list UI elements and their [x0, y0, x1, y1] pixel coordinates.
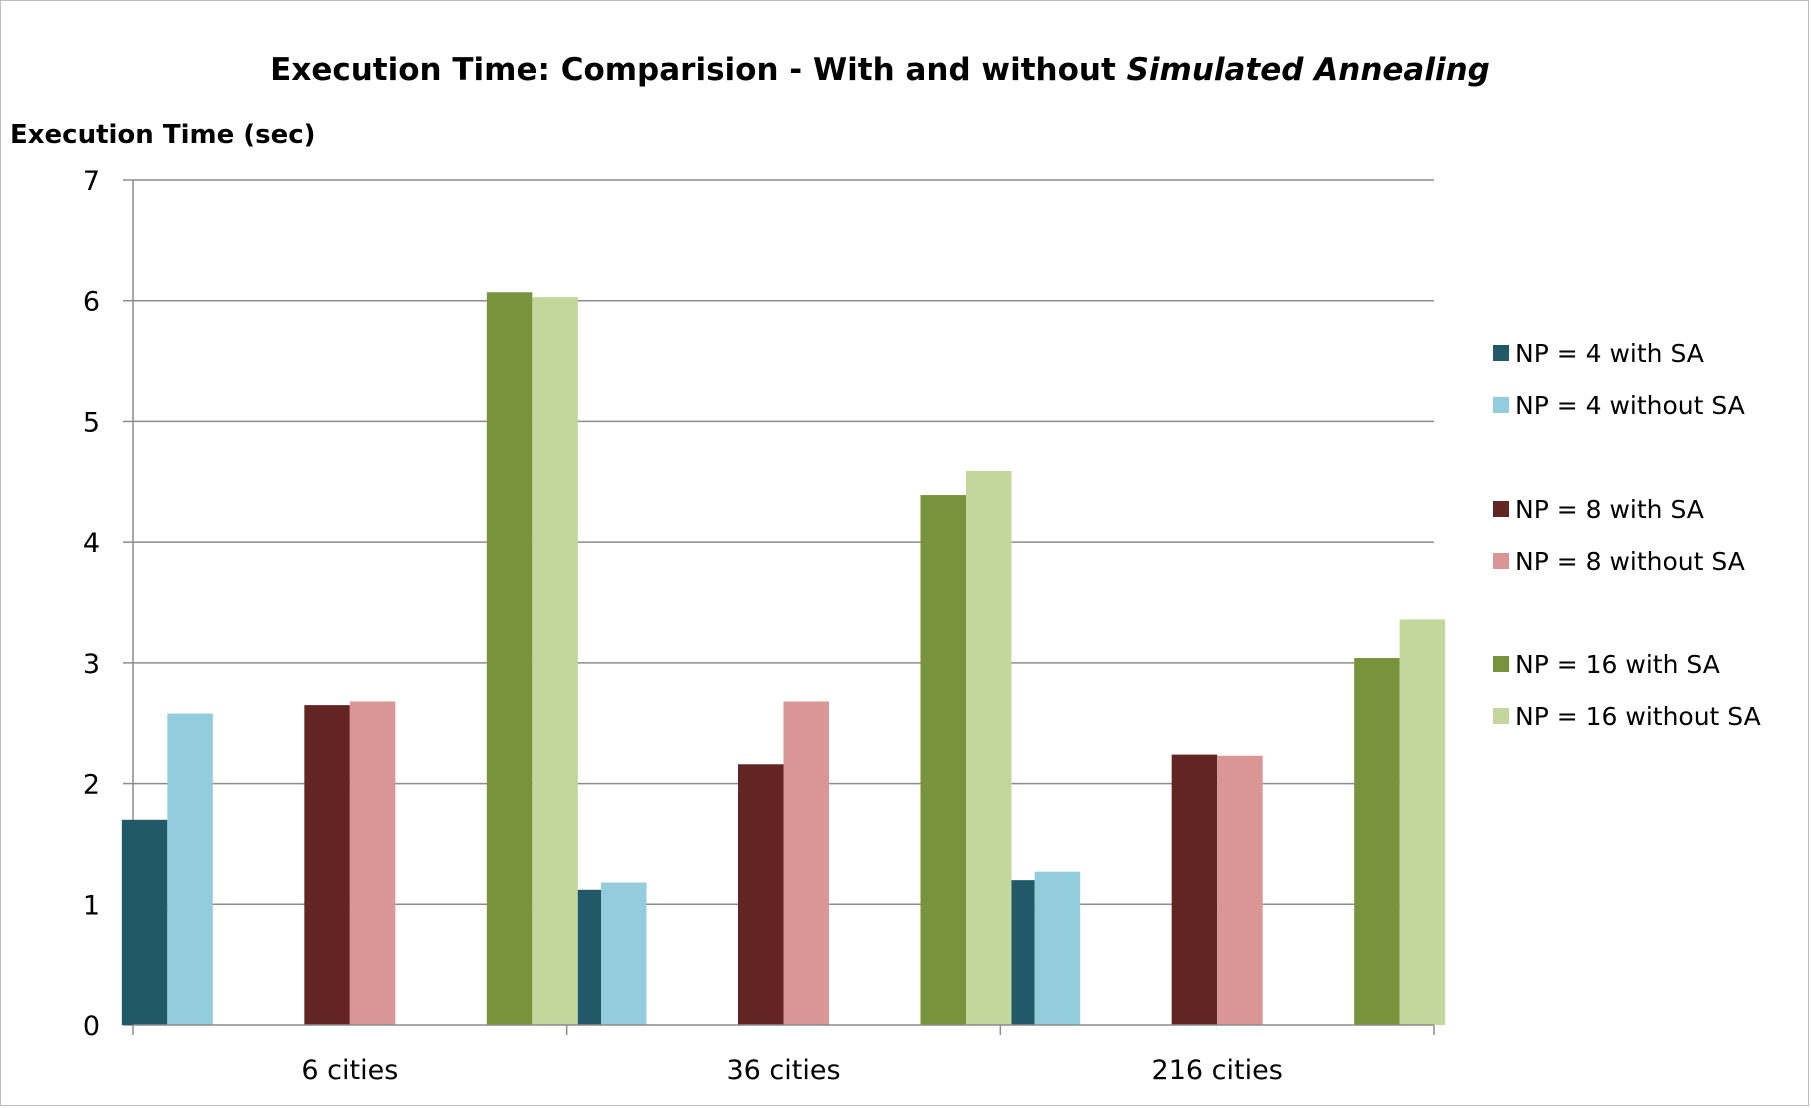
bar [486, 292, 533, 1025]
y-tick-label: 1 [83, 890, 100, 921]
x-tick-label: 216 cities [1152, 1055, 1283, 1086]
bar [601, 882, 647, 1025]
bar [532, 297, 578, 1025]
x-tick-label: 36 cities [726, 1055, 840, 1086]
legend-label: NP = 8 without SA [1515, 547, 1745, 576]
bar [304, 705, 350, 1025]
legend-label: NP = 16 with SA [1515, 650, 1720, 679]
chart-title: Execution Time: Comparision - With and w… [0, 52, 1760, 88]
bar [783, 701, 829, 1025]
y-tick-label: 4 [83, 528, 100, 559]
bar [167, 713, 213, 1025]
bar [1034, 871, 1081, 1025]
bar [920, 495, 966, 1025]
y-tick-label: 6 [83, 287, 100, 318]
y-tick-label: 3 [83, 649, 100, 680]
legend-swatch [1493, 656, 1509, 672]
x-tick-label: 6 cities [301, 1055, 398, 1086]
bar [1354, 658, 1400, 1025]
legend-label: NP = 8 with SA [1515, 495, 1704, 524]
bar [1217, 755, 1263, 1025]
bar [1171, 754, 1218, 1025]
bar [966, 470, 1012, 1026]
chart-title-emphasis: Simulated Annealing [1126, 52, 1490, 88]
legend-label: NP = 4 without SA [1515, 391, 1745, 420]
bar [121, 819, 168, 1025]
chart-title-main: Execution Time: Comparision - With and w… [270, 52, 1127, 88]
y-axis-label: Execution Time (sec) [10, 120, 316, 150]
legend-swatch [1493, 345, 1509, 361]
legend-swatch [1493, 553, 1509, 569]
legend-swatch [1493, 501, 1509, 517]
bar [1399, 619, 1446, 1025]
legend-label: NP = 4 with SA [1515, 339, 1704, 368]
bar [738, 764, 784, 1025]
legend-swatch [1493, 708, 1509, 724]
y-tick-label: 0 [83, 1011, 100, 1042]
y-tick-label: 7 [83, 166, 100, 197]
bar [349, 701, 396, 1025]
y-tick-label: 2 [83, 770, 100, 801]
y-tick-label: 5 [83, 407, 100, 438]
legend-label: NP = 16 without SA [1515, 702, 1761, 731]
legend-swatch [1493, 397, 1509, 413]
